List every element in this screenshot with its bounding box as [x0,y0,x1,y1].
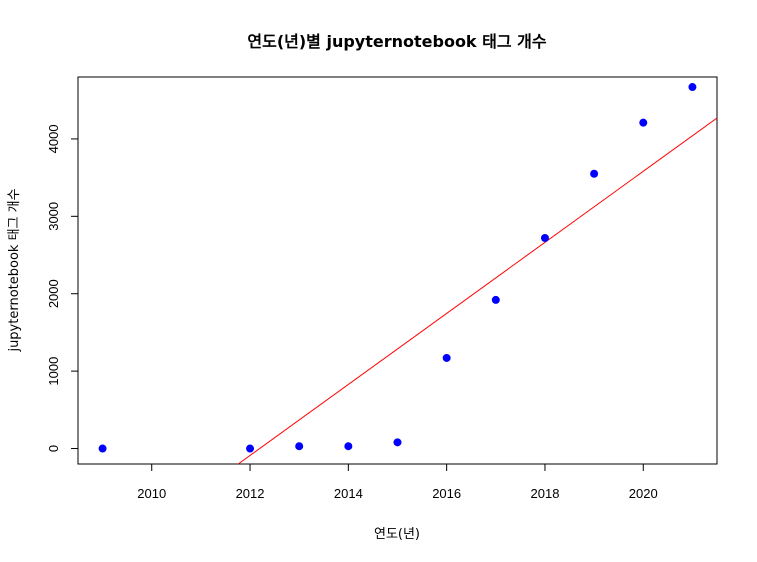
x-tick-label: 2018 [531,486,560,501]
data-point [393,438,402,447]
x-axis: 2010 2012 2014 2016 2018 2020 [137,463,658,501]
plot-frame [77,76,718,465]
y-tick-label: 0 [46,445,61,452]
x-tick-label: 2014 [334,486,363,501]
data-point [491,295,500,304]
x-tick-label: 2016 [432,486,461,501]
data-point [98,444,107,453]
x-axis-label: 연도(년) [374,527,420,542]
data-point [442,353,451,362]
data-point [344,442,353,451]
y-tick-label: 2000 [46,279,61,308]
x-tick-label: 2012 [236,486,265,501]
data-point [540,233,549,242]
data-point [688,83,697,92]
x-tick-label: 2020 [629,486,658,501]
data-point [246,444,255,453]
points-group [98,83,697,453]
y-tick-label: 1000 [46,357,61,386]
regression-line-group [237,117,718,465]
data-point [590,169,599,178]
data-point [295,442,304,451]
y-axis-label: jupyternotebook 태그 개수 [7,188,22,352]
y-axis: 0 1000 2000 3000 4000 [46,124,79,452]
y-tick-label: 3000 [46,202,61,231]
regression-line [237,117,718,465]
x-tick-label: 2010 [137,486,166,501]
data-point [639,118,648,127]
chart-title: 연도(년)별 jupyternotebook 태그 개수 [247,32,546,51]
y-tick-label: 4000 [46,124,61,153]
